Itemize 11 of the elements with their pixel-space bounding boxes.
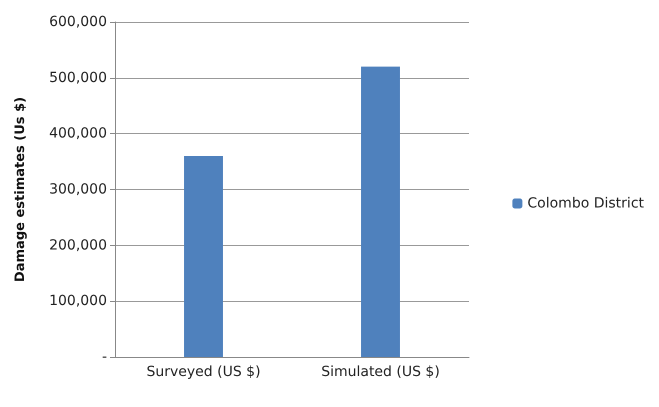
legend-label: Colombo District xyxy=(527,196,645,212)
y-tick-label: 400,000 xyxy=(49,126,107,142)
y-axis-title: Damage estimates (Us $) xyxy=(13,96,28,282)
y-tick-label: - xyxy=(102,349,107,365)
y-tick-label: 200,000 xyxy=(49,237,107,254)
y-tick-label: 300,000 xyxy=(49,182,107,198)
y-tick-label: 600,000 xyxy=(49,14,107,30)
x-tick-label: Surveyed (US $) xyxy=(146,364,261,380)
x-tick-label: Simulated (US $) xyxy=(321,364,440,380)
y-tick-label: 500,000 xyxy=(49,70,107,86)
y-tick-label: 100,000 xyxy=(49,293,107,310)
